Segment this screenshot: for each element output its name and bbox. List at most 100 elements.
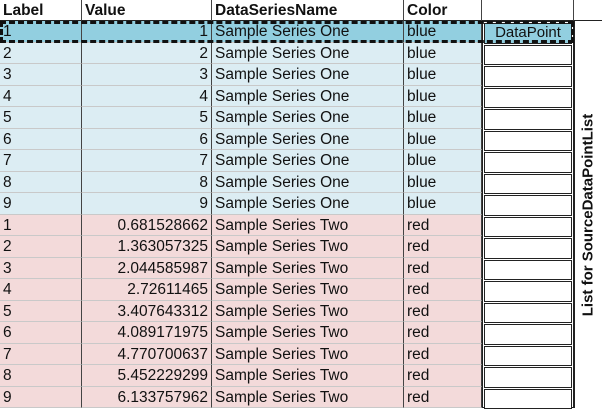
cell-value[interactable]: 4.770700637 (82, 344, 212, 366)
cell-color[interactable]: blue (404, 107, 482, 129)
cell-value[interactable]: 2 (82, 43, 212, 65)
cell-color[interactable]: blue (404, 193, 482, 215)
cell-color[interactable]: blue (404, 43, 482, 65)
cell-label[interactable]: 6 (0, 129, 82, 151)
cell-label[interactable]: 3 (0, 64, 82, 86)
list-item[interactable] (484, 88, 572, 109)
cell-color[interactable]: blue (404, 86, 482, 108)
cell-label[interactable]: 6 (0, 322, 82, 344)
cell-label[interactable]: 3 (0, 258, 82, 280)
list-item[interactable] (484, 389, 572, 409)
cell-series-name[interactable]: Sample Series Two (212, 301, 404, 323)
list-item[interactable] (484, 195, 572, 216)
source-data-point-list[interactable]: DataPoint (482, 21, 574, 408)
cell-series-name[interactable]: Sample Series Two (212, 236, 404, 258)
cell-color[interactable]: blue (404, 129, 482, 151)
list-item[interactable] (484, 66, 572, 87)
cell-series-name[interactable]: Sample Series One (212, 150, 404, 172)
cell-label[interactable]: 4 (0, 279, 82, 301)
cell-value[interactable]: 5 (82, 107, 212, 129)
list-item[interactable] (484, 174, 572, 195)
cell-label[interactable]: 9 (0, 193, 82, 215)
cell-value[interactable]: 4 (82, 86, 212, 108)
cell-color[interactable]: red (404, 258, 482, 280)
list-item[interactable] (484, 324, 572, 345)
cell-series-name[interactable]: Sample Series One (212, 64, 404, 86)
cell-color[interactable]: blue (404, 64, 482, 86)
cell-label[interactable]: 1 (0, 215, 82, 237)
list-item[interactable] (484, 260, 572, 281)
cell-value[interactable]: 9 (82, 193, 212, 215)
list-item[interactable] (484, 238, 572, 259)
column-header-series[interactable]: DataSeriesName (212, 0, 404, 21)
cell-color[interactable]: blue (404, 21, 482, 43)
cell-value[interactable]: 6.133757962 (82, 387, 212, 409)
cell-series-name[interactable]: Sample Series Two (212, 344, 404, 366)
column-header-color[interactable]: Color (404, 0, 482, 21)
cell-value[interactable]: 1 (82, 21, 212, 43)
cell-value[interactable]: 0.681528662 (82, 215, 212, 237)
list-item[interactable] (484, 217, 572, 238)
cell-color[interactable]: red (404, 322, 482, 344)
cell-color[interactable]: red (404, 301, 482, 323)
cell-label[interactable]: 7 (0, 344, 82, 366)
cell-value[interactable]: 5.452229299 (82, 365, 212, 387)
cell-value[interactable]: 8 (82, 172, 212, 194)
cell-label[interactable]: 2 (0, 236, 82, 258)
cell-value[interactable]: 4.089171975 (82, 322, 212, 344)
cell-color[interactable]: blue (404, 150, 482, 172)
cell-value[interactable]: 1.363057325 (82, 236, 212, 258)
cell-label[interactable]: 5 (0, 107, 82, 129)
cell-value[interactable]: 2.72611465 (82, 279, 212, 301)
list-item[interactable] (484, 109, 572, 130)
cell-series-name[interactable]: Sample Series Two (212, 279, 404, 301)
column-header-value[interactable]: Value (82, 0, 212, 21)
cell-label[interactable]: 8 (0, 365, 82, 387)
cell-series-name[interactable]: Sample Series One (212, 107, 404, 129)
cell-series-name[interactable]: Sample Series One (212, 129, 404, 151)
cell-series-name[interactable]: Sample Series One (212, 172, 404, 194)
cell-value[interactable]: 3.407643312 (82, 301, 212, 323)
cell-series-name[interactable]: Sample Series Two (212, 365, 404, 387)
cell-color[interactable]: red (404, 344, 482, 366)
cell-series-name[interactable]: Sample Series One (212, 86, 404, 108)
cell-series-name[interactable]: Sample Series Two (212, 215, 404, 237)
cell-label[interactable]: 1 (0, 21, 82, 43)
cell-color[interactable]: red (404, 236, 482, 258)
cell-color[interactable]: blue (404, 172, 482, 194)
list-item[interactable] (484, 45, 572, 66)
cell-series-name[interactable]: Sample Series One (212, 43, 404, 65)
list-item[interactable] (484, 346, 572, 367)
cell-value[interactable]: 3 (82, 64, 212, 86)
list-item[interactable] (484, 367, 572, 388)
cell-color[interactable]: red (404, 279, 482, 301)
cell-label[interactable]: 8 (0, 172, 82, 194)
cell-label[interactable]: 9 (0, 387, 82, 409)
cell-series-name[interactable]: Sample Series Two (212, 322, 404, 344)
cell-series-name[interactable]: Sample Series One (212, 21, 404, 43)
list-item[interactable]: DataPoint (484, 23, 572, 44)
cell-label[interactable]: 5 (0, 301, 82, 323)
cell-value[interactable]: 6 (82, 129, 212, 151)
list-item[interactable] (484, 152, 572, 173)
list-item[interactable] (484, 281, 572, 302)
cell-series-name[interactable]: Sample Series Two (212, 387, 404, 409)
cell-label[interactable]: 4 (0, 86, 82, 108)
cell-label[interactable]: 2 (0, 43, 82, 65)
